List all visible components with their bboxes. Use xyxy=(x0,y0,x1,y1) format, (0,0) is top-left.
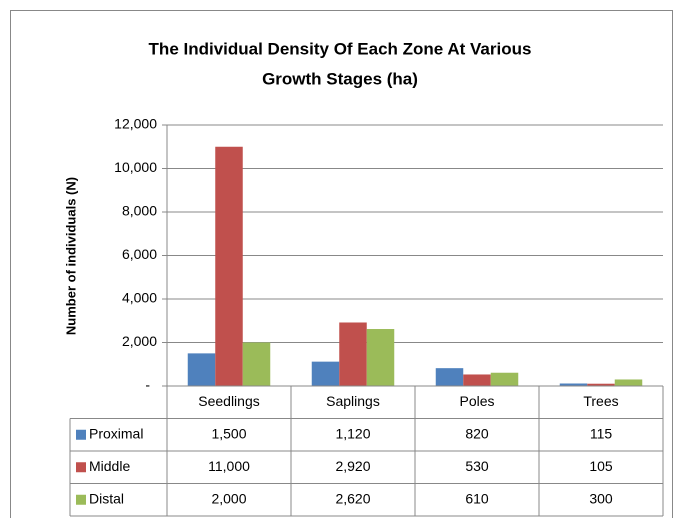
y-tick-label: 12,000 xyxy=(114,116,157,132)
bar xyxy=(435,368,464,386)
table-value: 300 xyxy=(589,490,613,506)
x-tick-label: Saplings xyxy=(326,393,380,409)
table-value: 820 xyxy=(465,425,489,441)
table-value: 115 xyxy=(590,425,613,441)
bar xyxy=(587,383,615,386)
table-value: 105 xyxy=(589,458,613,474)
table-value: 1,500 xyxy=(211,425,246,441)
table-value: 1,120 xyxy=(335,425,370,441)
legend-key xyxy=(76,462,86,473)
legend-label: Proximal xyxy=(89,425,143,441)
x-tick-label: Poles xyxy=(459,393,494,409)
bar xyxy=(187,353,216,386)
bar xyxy=(366,329,395,386)
table-value: 2,000 xyxy=(211,490,246,506)
legend-key xyxy=(76,429,86,440)
y-tick-label: 4,000 xyxy=(122,290,157,306)
y-tick-label: 8,000 xyxy=(122,203,157,219)
y-tick-label: 10,000 xyxy=(114,159,157,175)
bar xyxy=(614,379,643,386)
x-tick-label: Trees xyxy=(583,393,618,409)
legend-label: Distal xyxy=(89,490,124,506)
table-value: 2,620 xyxy=(335,490,370,506)
bar xyxy=(559,383,588,386)
legend-label: Middle xyxy=(89,458,130,474)
chart-title: The Individual Density Of Each Zone At V… xyxy=(149,39,532,58)
y-axis-label: Number of individuals (N) xyxy=(63,177,78,335)
chart-border xyxy=(10,10,673,518)
table-value: 610 xyxy=(465,490,489,506)
table-value: 530 xyxy=(465,458,489,474)
x-tick-label: Seedlings xyxy=(198,393,260,409)
bar xyxy=(463,374,491,386)
legend-key xyxy=(76,494,86,505)
table-value: 2,920 xyxy=(335,458,370,474)
y-tick-label: 2,000 xyxy=(122,333,157,349)
bar xyxy=(339,322,367,386)
y-tick-label: - xyxy=(145,377,150,393)
chart-title: Growth Stages (ha) xyxy=(262,69,418,88)
bar xyxy=(311,361,340,386)
table-value: 11,000 xyxy=(208,458,250,474)
bar xyxy=(490,372,519,386)
bar xyxy=(242,342,271,386)
y-tick-label: 6,000 xyxy=(122,246,157,262)
bar xyxy=(215,146,243,386)
